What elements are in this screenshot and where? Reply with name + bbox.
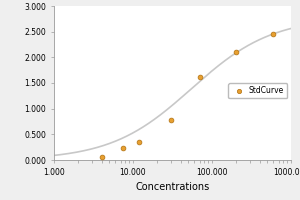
StdCurve	[99, 156, 104, 159]
StdCurve	[233, 51, 238, 54]
StdCurve	[168, 118, 173, 122]
StdCurve	[197, 75, 202, 78]
Legend: StdCurve: StdCurve	[228, 83, 287, 98]
StdCurve	[271, 33, 276, 36]
StdCurve	[137, 140, 142, 143]
StdCurve	[121, 146, 125, 149]
X-axis label: Concentrations: Concentrations	[135, 182, 210, 192]
